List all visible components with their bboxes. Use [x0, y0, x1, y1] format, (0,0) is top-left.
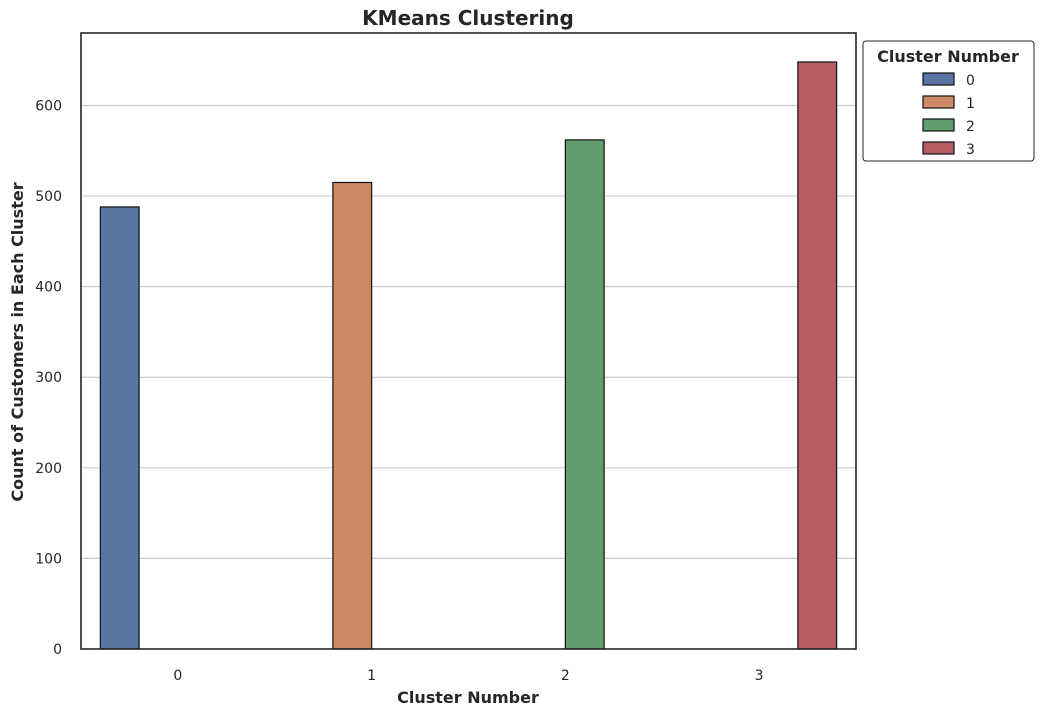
y-tick-label: 0 [53, 642, 62, 658]
y-axis-label: Count of Customers in Each Cluster [8, 182, 27, 501]
y-tick-label: 200 [35, 461, 62, 477]
y-tick-label: 100 [35, 551, 62, 567]
x-tick-label: 1 [367, 668, 376, 684]
legend: Cluster Number 0 1 2 3 [862, 40, 1035, 162]
legend-title: Cluster Number [877, 47, 1019, 66]
y-gridlines [81, 104, 856, 560]
y-tick-label: 500 [35, 189, 62, 205]
bar-cluster-0 [99, 206, 140, 650]
plot-frame [80, 32, 857, 650]
legend-swatch-3 [922, 141, 955, 155]
legend-label-2: 2 [966, 119, 975, 135]
x-tick-label: 3 [755, 668, 764, 684]
y-tick-label: 300 [35, 370, 62, 386]
y-tick-label: 400 [35, 280, 62, 296]
legend-swatch-0 [922, 72, 955, 86]
x-tick-label: 0 [173, 668, 182, 684]
bar-cluster-2 [564, 139, 605, 650]
legend-items: 0 1 2 3 [922, 72, 975, 158]
legend-label-1: 1 [966, 96, 975, 112]
bar-cluster-1 [332, 181, 373, 650]
x-axis-label: Cluster Number [397, 688, 539, 707]
bar-cluster-3 [797, 61, 838, 650]
bars [99, 61, 838, 650]
legend-swatch-2 [922, 118, 955, 132]
x-tick-labels: 0 1 2 3 [173, 668, 763, 684]
y-tick-labels: 0 100 200 300 400 500 600 [35, 98, 62, 658]
legend-swatch-1 [922, 95, 955, 109]
x-tick-label: 2 [561, 668, 570, 684]
chart-title: KMeans Clustering [362, 6, 574, 30]
legend-label-3: 3 [966, 142, 975, 158]
legend-label-0: 0 [966, 73, 975, 89]
y-tick-label: 600 [35, 98, 62, 114]
